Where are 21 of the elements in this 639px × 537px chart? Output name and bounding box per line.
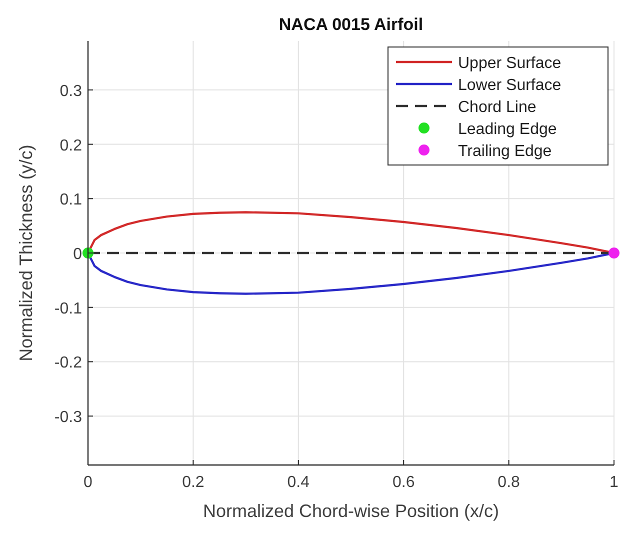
x-tick-label: 1 xyxy=(610,474,619,491)
x-tick-label: 0.2 xyxy=(182,474,204,491)
y-tick-label: -0.3 xyxy=(54,409,82,426)
chart-title: NACA 0015 Airfoil xyxy=(278,15,424,34)
x-axis-title: Normalized Chord-wise Position (x/c) xyxy=(202,501,500,521)
legend-label: Leading Edge xyxy=(458,121,557,138)
x-tick-label: 0.4 xyxy=(287,474,310,491)
y-tick-label: 0.1 xyxy=(60,192,82,209)
legend-label: Chord Line xyxy=(458,99,536,116)
x-tick-label: 0 xyxy=(84,474,93,491)
legend-label: Lower Surface xyxy=(458,77,562,94)
y-tick-label: 0 xyxy=(73,246,82,263)
y-axis-title: Normalized Thickness (y/c) xyxy=(16,144,36,362)
legend-label: Upper Surface xyxy=(458,55,562,72)
y-tick-label: -0.1 xyxy=(54,300,82,318)
y-tick-label: 0.3 xyxy=(60,82,82,100)
y-tick-label: -0.2 xyxy=(54,354,82,372)
legend-label: Trailing Edge xyxy=(458,143,552,160)
x-tick-label: 0.6 xyxy=(392,474,415,491)
y-tick-label: 0.2 xyxy=(60,137,82,154)
x-tick-label: 0.8 xyxy=(498,474,520,491)
